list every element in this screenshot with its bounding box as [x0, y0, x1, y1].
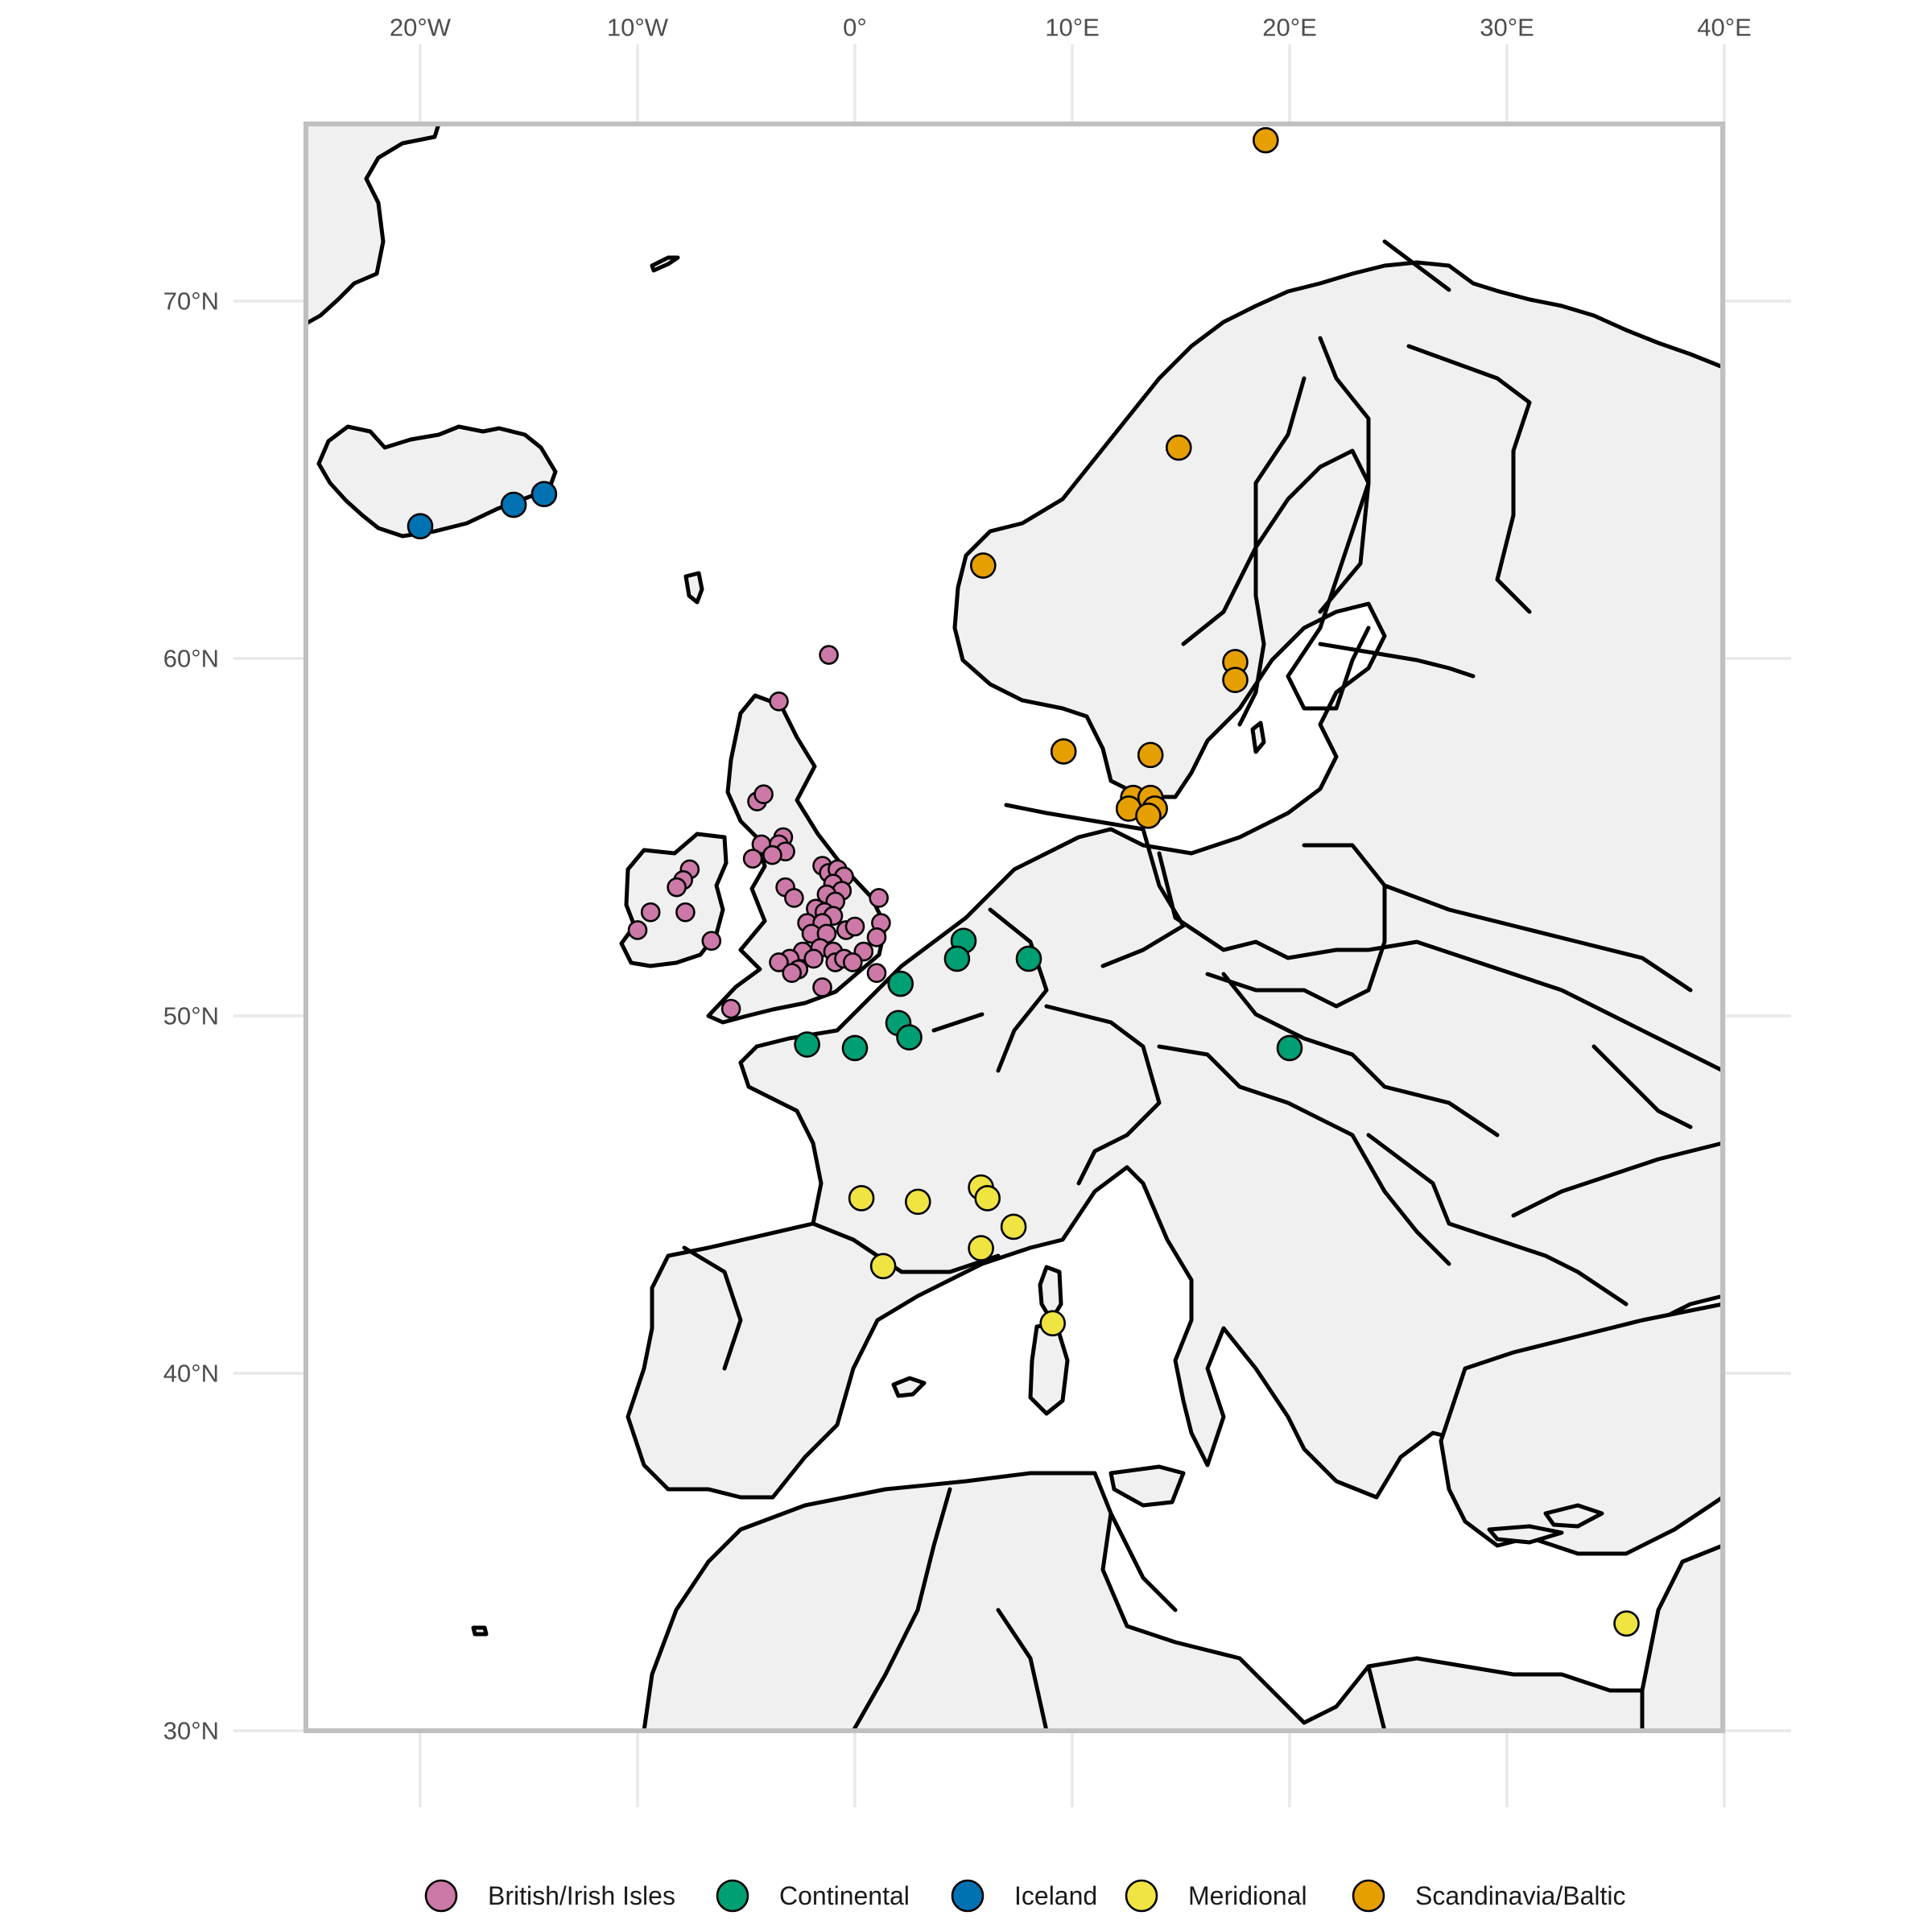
country-borders — [682, 239, 1725, 1733]
baltic-coast — [1237, 448, 1371, 727]
site-point — [970, 552, 997, 579]
basemap-country-outlines — [303, 122, 1725, 1733]
site-point — [769, 952, 789, 972]
site-point — [407, 513, 434, 540]
site-point — [1166, 434, 1192, 461]
site-point — [782, 963, 803, 984]
jan-mayen-land — [650, 255, 680, 273]
x-tick-label-2: 0° — [843, 14, 867, 42]
site-point — [887, 970, 914, 997]
site-point — [500, 491, 527, 518]
site-point — [1135, 803, 1162, 829]
legend-label-0: British/Irish Isles — [488, 1881, 675, 1910]
legend: British/Irish Isles Continental Iceland Mer… — [424, 1879, 1625, 1913]
site-point — [866, 963, 887, 984]
site-point — [1039, 1310, 1066, 1337]
legend-label-3: Meridional — [1188, 1881, 1307, 1910]
site-point — [1050, 738, 1077, 765]
site-point — [869, 1253, 897, 1280]
x-tick-label-0: 20°W — [390, 14, 452, 42]
gotland-land — [1250, 720, 1266, 754]
site-point — [844, 916, 865, 937]
series-4 — [970, 126, 1279, 829]
x-tick-label-6: 40°E — [1697, 14, 1752, 42]
y-tick-label-0: 30°N — [163, 1717, 219, 1745]
crete-land — [1487, 1524, 1564, 1545]
site-point — [869, 888, 889, 908]
iceland-land — [316, 424, 558, 539]
map-frame — [303, 122, 1725, 1733]
continental-europe-land — [625, 260, 1725, 1500]
site-point — [742, 848, 763, 869]
x-tick-label-1: 10°W — [607, 14, 669, 42]
series-2 — [407, 481, 558, 540]
legend-label-1: Continental — [779, 1881, 910, 1910]
site-point — [1015, 945, 1042, 972]
site-point — [1613, 1610, 1640, 1637]
site-point — [968, 1235, 994, 1261]
site-point — [803, 948, 824, 969]
site-point — [905, 1188, 931, 1216]
site-point — [784, 888, 804, 908]
legend-label-4: Scandinavia/Baltic — [1415, 1881, 1625, 1910]
site-point — [943, 945, 971, 972]
y-tick-label-1: 40°N — [163, 1360, 219, 1388]
gulf-of-finland-coast — [1318, 642, 1476, 679]
faroe-islands-land — [683, 571, 704, 605]
legend-key-1 — [716, 1879, 749, 1913]
legend-key-0 — [424, 1879, 458, 1913]
site-point — [1253, 126, 1279, 154]
legend-key-4 — [1352, 1879, 1385, 1913]
greenland-land — [303, 122, 441, 326]
site-point — [667, 877, 687, 898]
site-point — [640, 902, 661, 923]
site-point — [843, 952, 863, 972]
site-point — [1000, 1213, 1027, 1241]
series-0 — [627, 645, 891, 1019]
x-tick-label-5: 30°E — [1480, 14, 1534, 42]
site-point — [1137, 741, 1164, 769]
site-point — [1222, 667, 1249, 693]
site-point — [769, 691, 789, 712]
site-point — [848, 1185, 875, 1212]
y-tick-label-2: 50°N — [163, 1002, 219, 1030]
sardinia-land — [1028, 1321, 1070, 1416]
series-1 — [794, 927, 1303, 1062]
madeira-land — [471, 1625, 489, 1637]
site-point — [753, 784, 774, 805]
site-points — [407, 126, 1640, 1637]
legend-label-2: Iceland — [1014, 1881, 1097, 1910]
site-point — [762, 844, 782, 865]
site-point — [866, 927, 887, 947]
sicily-land — [1108, 1464, 1186, 1508]
x-tick-label-4: 20°E — [1262, 14, 1317, 42]
cyprus-land — [1543, 1503, 1604, 1529]
balearic-islands-land — [891, 1376, 927, 1398]
site-point — [794, 1031, 820, 1058]
series-3 — [848, 1174, 1640, 1637]
site-point — [701, 931, 722, 952]
y-tick-label-3: 60°N — [163, 645, 219, 673]
site-point — [841, 1034, 869, 1062]
site-point — [896, 1024, 923, 1051]
site-point — [812, 977, 832, 997]
legend-key-2 — [951, 1879, 985, 1913]
site-point — [974, 1185, 1001, 1212]
y-tick-label-4: 70°N — [163, 287, 219, 316]
site-point — [627, 920, 648, 940]
north-africa-land — [642, 1471, 1725, 1733]
site-point — [530, 481, 558, 508]
legend-key-3 — [1125, 1879, 1158, 1913]
site-point — [819, 645, 839, 665]
site-point — [675, 902, 696, 923]
site-point — [1276, 1034, 1303, 1062]
axis-tick-labels: 20°W 10°W 0° 10°E 20°E 30°E 40°E 30°N 40°N 50°N 60… — [163, 14, 1752, 1745]
x-tick-label-3: 10°E — [1045, 14, 1100, 42]
anatolia-land — [1439, 1302, 1725, 1556]
site-point — [720, 998, 741, 1019]
